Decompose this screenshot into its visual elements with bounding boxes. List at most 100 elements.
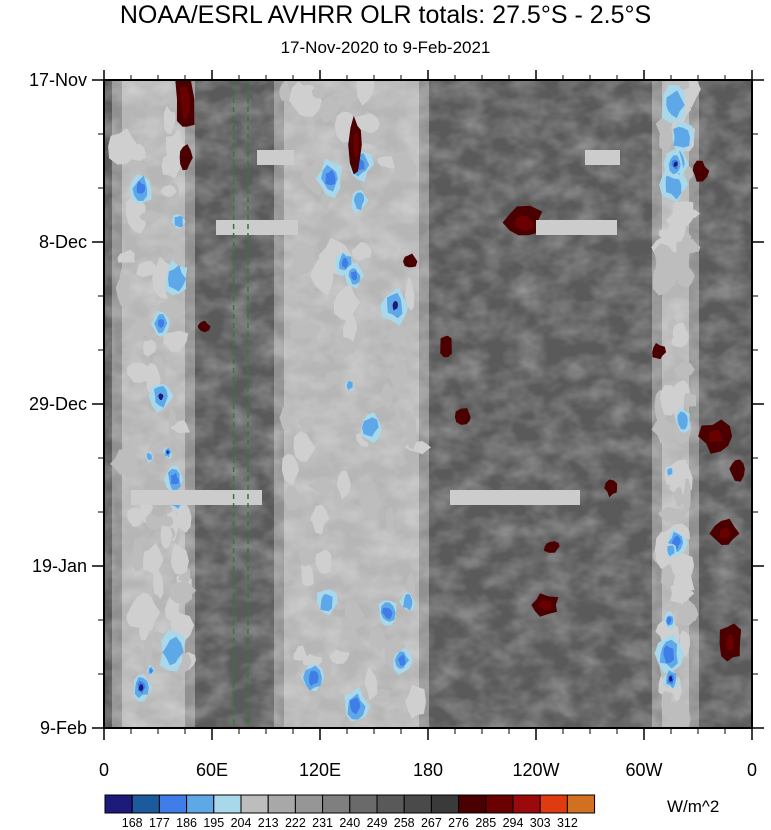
- band-blob: [393, 409, 402, 433]
- low-olr-cell: [392, 300, 398, 311]
- band-blob: [324, 370, 343, 386]
- high-olr-patch: [440, 335, 452, 358]
- colorbar-label: 177: [149, 816, 170, 830]
- low-olr-cell: [353, 192, 365, 211]
- band-blob: [682, 478, 691, 516]
- low-olr-cell: [325, 169, 336, 186]
- colorbar: 168 177 186 195 204 213 222 231 240 249 258 267 276 2…: [104, 794, 719, 830]
- band-blob: [115, 268, 130, 307]
- band-blob: [302, 159, 329, 197]
- band-blob: [320, 190, 330, 214]
- colorbar-swatch: [458, 794, 487, 814]
- low-olr-cell: [341, 257, 349, 269]
- band-blob: [132, 536, 145, 572]
- colorbar-swatch: [186, 794, 215, 814]
- band-blob: [359, 488, 382, 520]
- band-blob: [678, 600, 695, 626]
- band-blob: [298, 416, 314, 430]
- band-blob: [387, 326, 407, 345]
- colorbar-swatch: [403, 794, 432, 814]
- colorbar-label: 303: [530, 816, 551, 830]
- missing-data-bar: [450, 490, 580, 505]
- patches-layer: [108, 80, 745, 728]
- low-olr-cell: [382, 607, 393, 620]
- band-blob: [279, 405, 289, 430]
- low-olr-cell: [403, 594, 413, 611]
- band-blob: [145, 513, 163, 530]
- colorbar-label: 276: [448, 816, 469, 830]
- low-olr-cell: [146, 452, 152, 461]
- low-olr-cell: [673, 126, 690, 148]
- band-blob: [405, 684, 426, 719]
- low-olr-cell: [665, 172, 682, 200]
- plot-area: [104, 80, 752, 728]
- colorbar-swatch: [294, 794, 324, 814]
- high-olr-patch: [709, 429, 723, 442]
- colorbar-swatch: [240, 794, 269, 814]
- band-blob: [657, 506, 686, 522]
- low-olr-cell: [170, 472, 179, 485]
- band-blob: [315, 549, 332, 575]
- low-olr-cell: [174, 215, 184, 228]
- band-blob: [143, 542, 164, 577]
- band-blob: [163, 105, 176, 135]
- low-olr-cell: [669, 676, 673, 682]
- low-olr-cell: [149, 669, 153, 674]
- band-blob: [404, 277, 415, 311]
- high-olr-patch: [454, 408, 471, 425]
- low-olr-cell: [398, 654, 406, 666]
- colorbar-swatch: [104, 794, 133, 814]
- low-olr-cell: [349, 697, 361, 715]
- band-blob: [652, 265, 678, 296]
- band-blob: [391, 153, 417, 181]
- low-olr-cell: [168, 265, 186, 292]
- band-blob: [342, 314, 358, 342]
- y-tick-label: 8-Dec: [39, 232, 87, 252]
- band-blob: [310, 254, 335, 296]
- band-blob: [289, 322, 317, 339]
- low-olr-cell: [158, 393, 164, 400]
- band-blob: [658, 226, 685, 242]
- band-blob: [336, 470, 351, 500]
- high-olr-patch: [543, 541, 560, 553]
- low-olr-cell: [308, 670, 319, 687]
- band-blob: [161, 330, 189, 352]
- band-blob: [351, 242, 372, 261]
- low-olr-cell: [157, 319, 165, 328]
- band-blob: [160, 519, 173, 549]
- y-tick-label: 17-Nov: [29, 70, 87, 90]
- high-olr-patch: [353, 132, 360, 157]
- colorbar-swatch: [322, 794, 351, 814]
- band-blob: [307, 475, 337, 496]
- low-olr-cell: [362, 417, 379, 437]
- band-blob: [672, 562, 695, 591]
- band-blob: [132, 318, 150, 339]
- band-blob: [660, 564, 675, 587]
- missing-data-bar: [131, 490, 262, 505]
- band-blob: [293, 645, 308, 661]
- band-blob: [139, 210, 161, 222]
- colorbar-swatch: [539, 794, 568, 814]
- missing-data-bar: [585, 150, 620, 165]
- band-blob: [283, 485, 305, 511]
- band-blob: [302, 653, 323, 668]
- band-blob: [143, 339, 157, 357]
- low-olr-cell: [346, 380, 353, 391]
- colorbar-swatch: [566, 794, 596, 814]
- high-olr-patch: [719, 526, 730, 539]
- band-blob: [153, 568, 164, 600]
- colorbar-label: 222: [285, 816, 306, 830]
- colorbar-label: 240: [339, 816, 360, 830]
- low-olr-cell: [663, 645, 675, 664]
- x-tick-label: 60W: [625, 760, 662, 780]
- low-olr-cell: [666, 617, 672, 625]
- x-tick-label: 120E: [299, 760, 341, 780]
- band-blob: [160, 185, 177, 197]
- missing-data-bar: [536, 220, 617, 235]
- band-blob: [110, 449, 138, 476]
- band-blob: [385, 507, 395, 534]
- low-olr-cell: [351, 270, 357, 281]
- band-blob: [127, 362, 149, 383]
- colorbar-label: 231: [312, 816, 333, 830]
- reference-lines-layer: [232, 80, 249, 728]
